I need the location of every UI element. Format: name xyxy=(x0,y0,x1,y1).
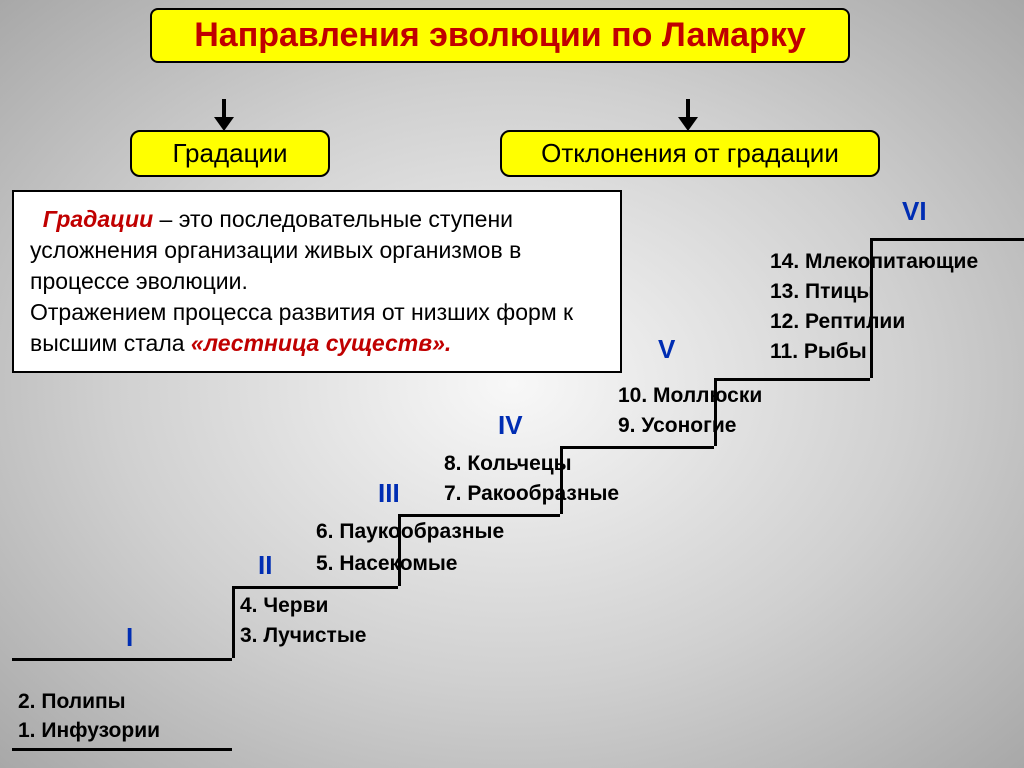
item-11: 11. Рыбы xyxy=(770,340,867,364)
definition-box: Градации – это последовательные ступени … xyxy=(12,190,622,373)
item-2: 2. Полипы xyxy=(18,690,126,714)
roman-5: V xyxy=(658,334,675,365)
item-5: 5. Насекомые xyxy=(316,552,457,576)
item-13: 13. Птицы xyxy=(770,280,874,304)
baseline xyxy=(12,748,232,751)
stair-tread-2 xyxy=(232,586,398,589)
item-1: 1. Инфузории xyxy=(18,719,160,743)
subbox-deviations-label: Отклонения от градации xyxy=(541,138,839,168)
stair-tread-3 xyxy=(398,514,560,517)
stair-riser-2 xyxy=(232,586,235,658)
stair-tread-4 xyxy=(560,446,714,449)
roman-1: I xyxy=(126,622,133,653)
stair-tread-5 xyxy=(714,378,870,381)
roman-3: III xyxy=(378,478,400,509)
item-3: 3. Лучистые xyxy=(240,624,366,648)
roman-6: VI xyxy=(902,196,927,227)
roman-4: IV xyxy=(498,410,523,441)
title-text: Направления эволюции по Ламарку xyxy=(194,16,806,54)
subbox-deviations: Отклонения от градации xyxy=(500,130,880,177)
item-8: 8. Кольчецы xyxy=(444,452,572,476)
item-7: 7. Ракообразные xyxy=(444,482,619,506)
item-14: 14. Млекопитающие xyxy=(770,250,978,274)
roman-2: II xyxy=(258,550,272,581)
item-12: 12. Рептилии xyxy=(770,310,905,334)
item-4: 4. Черви xyxy=(240,594,328,618)
definition-term: Градации xyxy=(43,206,153,232)
stair-tread-6 xyxy=(870,238,1024,241)
title-box: Направления эволюции по Ламарку xyxy=(150,8,850,63)
item-6: 6. Паукообразные xyxy=(316,520,504,544)
subbox-gradations-label: Градации xyxy=(172,138,287,168)
definition-body2-em: «лестница существ». xyxy=(191,330,451,356)
subbox-gradations: Градации xyxy=(130,130,330,177)
stair-tread-1 xyxy=(12,658,232,661)
item-10: 10. Моллюски xyxy=(618,384,762,408)
item-9: 9. Усоногие xyxy=(618,414,736,438)
